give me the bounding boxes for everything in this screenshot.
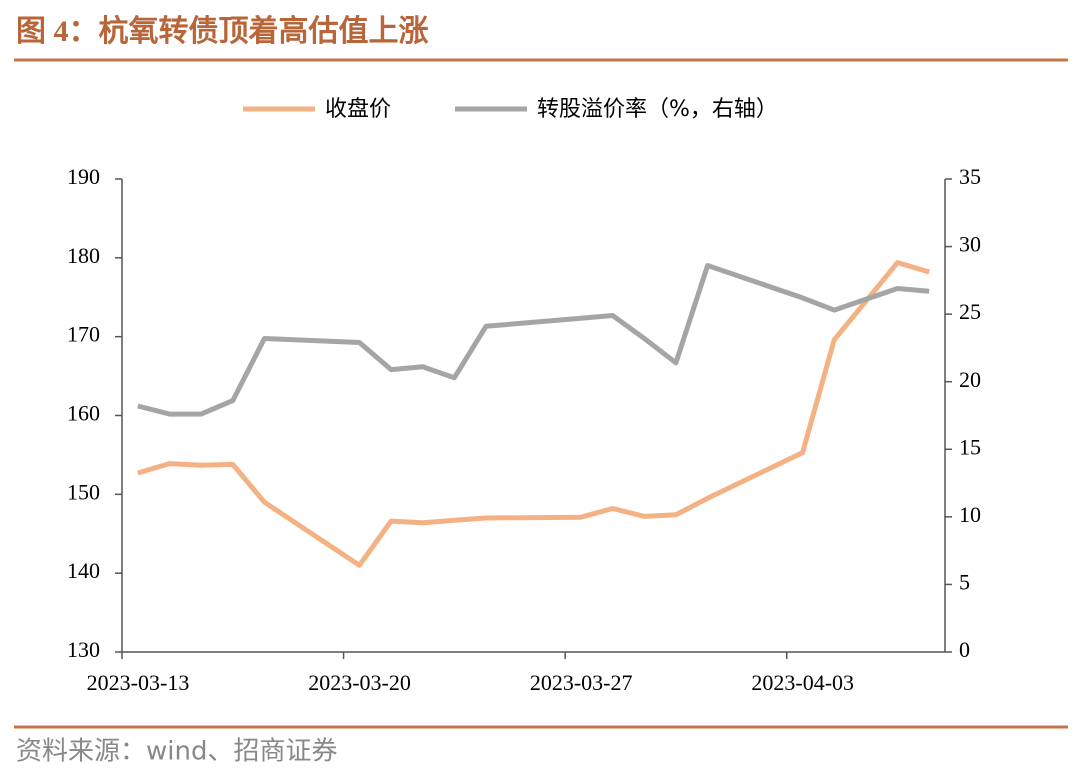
y-tick-label: 160	[67, 401, 100, 426]
x-tick-label: 2023-03-27	[530, 670, 633, 695]
chart-title: 图 4：杭氧转债顶着高估值上涨	[16, 14, 429, 48]
x-tick-label: 2023-03-20	[308, 670, 411, 695]
x-tick-label: 2023-04-03	[751, 670, 854, 695]
series-line	[137, 263, 930, 417]
y2-tick-label: 10	[959, 502, 981, 527]
y2-tick-label: 30	[959, 232, 981, 257]
y2-tick-label: 5	[959, 569, 970, 594]
legend-label: 转股溢价率（%，右轴）	[537, 97, 778, 122]
y-tick-label: 140	[67, 558, 100, 583]
y-tick-label: 190	[67, 164, 100, 189]
y2-tick-label: 35	[959, 164, 981, 189]
y2-tick-label: 15	[959, 434, 981, 459]
source: 资料来源：wind、招商证券	[16, 737, 337, 767]
y2-tick-label: 25	[959, 299, 981, 324]
legend-label: 收盘价	[325, 97, 391, 122]
series-line	[137, 260, 930, 568]
y-tick-label: 150	[67, 479, 100, 504]
y-tick-label: 130	[67, 637, 100, 662]
y2-tick-label: 20	[959, 367, 981, 392]
y-tick-label: 170	[67, 322, 100, 347]
x-tick-label: 2023-03-13	[87, 670, 190, 695]
y2-tick-label: 0	[959, 637, 970, 662]
y-tick-label: 180	[67, 243, 100, 268]
